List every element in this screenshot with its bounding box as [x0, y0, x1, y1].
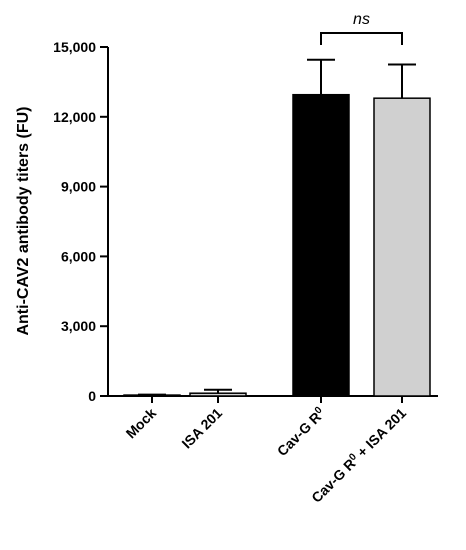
x-tick-label: ISA 201	[178, 405, 225, 452]
x-tick-label: Mock	[122, 405, 159, 442]
y-tick-label: 0	[88, 388, 96, 404]
significance-bracket	[320, 32, 403, 45]
plot-area: 0 3,000 6,000 9,000 12,000 15,000 Mock ISA 201 C…	[53, 11, 438, 506]
x-tick-label: Cav-G R0	[273, 404, 328, 459]
y-tick-label: 3,000	[61, 318, 96, 334]
bar	[292, 93, 350, 397]
y-tick-label: 9,000	[61, 179, 96, 195]
y-tick-label: 15,000	[53, 39, 96, 55]
significance-label: ns	[353, 11, 370, 28]
bar	[189, 392, 247, 397]
y-tick-label: 6,000	[61, 248, 96, 264]
y-tick-label: 12,000	[53, 109, 96, 125]
y-axis-title: Anti-CAV2 antibody titers (FU)	[15, 106, 32, 335]
bar	[373, 97, 431, 397]
